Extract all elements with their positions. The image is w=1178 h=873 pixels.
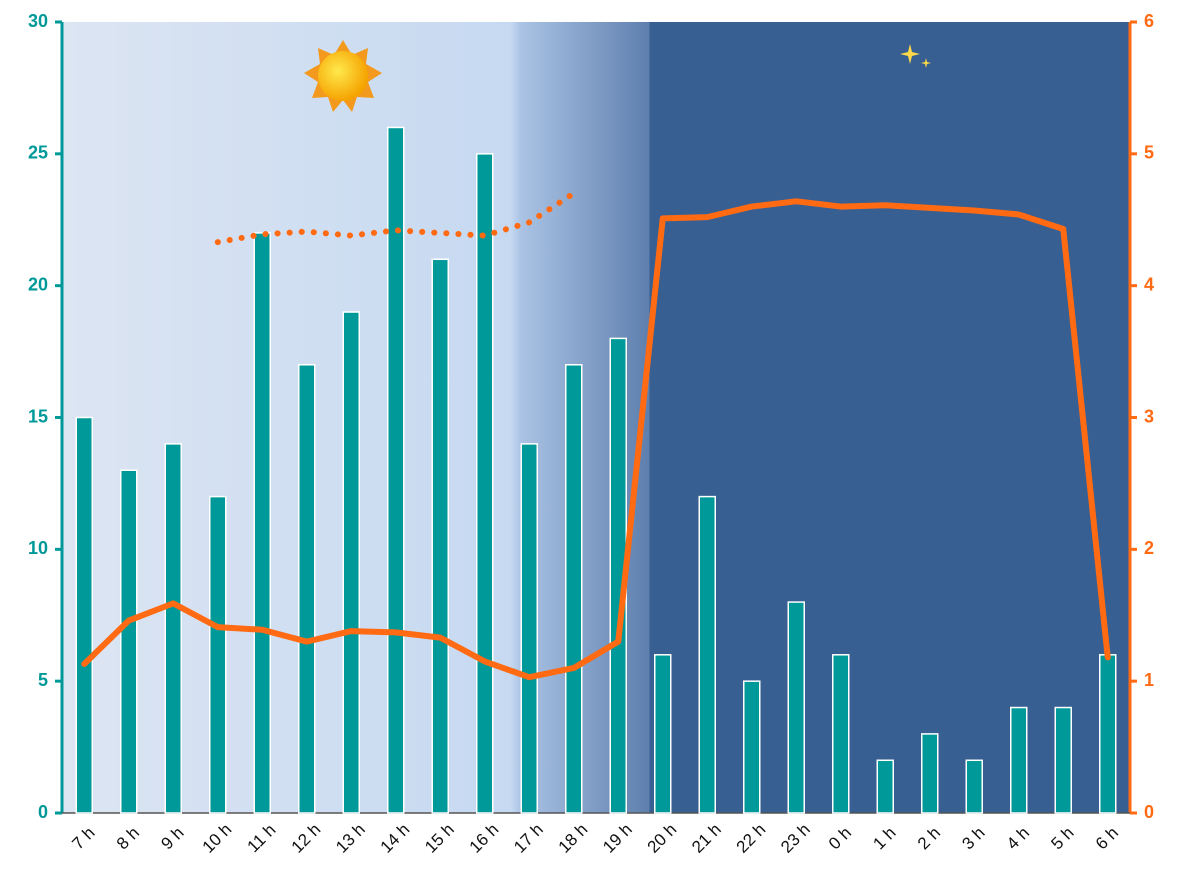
- bar: [164, 443, 182, 814]
- x-tick-label: 16 h: [466, 820, 503, 857]
- bar: [876, 759, 894, 814]
- bar: [787, 601, 805, 814]
- y2-tick-label: 5: [1144, 143, 1154, 163]
- y2-tick-label: 4: [1144, 274, 1154, 294]
- bar: [431, 258, 449, 814]
- x-tick-label: 13 h: [332, 820, 369, 857]
- x-tick-label: 14 h: [377, 820, 414, 857]
- x-tick-label: 11 h: [244, 820, 280, 856]
- background: [62, 22, 1130, 813]
- bar: [209, 495, 227, 814]
- y2-tick-label: 1: [1144, 670, 1154, 690]
- y2-tick-label: 0: [1144, 802, 1154, 822]
- bar: [253, 232, 271, 814]
- x-tick-label: 19 h: [599, 820, 636, 857]
- y2-tick-label: 3: [1144, 406, 1154, 426]
- x-tick-label: 17 h: [510, 820, 547, 857]
- y2-tick-label: 2: [1144, 538, 1154, 558]
- x-tick-label: 15 h: [421, 820, 458, 857]
- x-tick-label: 23 h: [777, 820, 814, 857]
- bar: [520, 443, 538, 814]
- dotted-line: [214, 190, 577, 246]
- bar: [921, 733, 939, 814]
- y-tick-label: 5: [38, 670, 48, 690]
- x-tick-label: 12 h: [288, 820, 325, 857]
- y-tick-label: 25: [28, 143, 48, 163]
- bar: [743, 680, 761, 814]
- x-tick-label: 20 h: [644, 820, 681, 857]
- bar: [698, 495, 716, 814]
- x-tick-label: 3 h: [958, 823, 988, 853]
- y-tick-label: 20: [28, 274, 48, 294]
- y-tick-label: 0: [38, 802, 48, 822]
- bar: [965, 759, 983, 814]
- x-tick-label: 22 h: [733, 820, 770, 857]
- y-tick-label: 15: [28, 406, 48, 426]
- bar: [342, 311, 360, 814]
- x-tick-label: 10 h: [199, 820, 236, 857]
- x-tick-label: 4 h: [1003, 823, 1033, 853]
- x-tick-label: 0 h: [825, 823, 855, 853]
- bar: [654, 654, 672, 814]
- bar: [75, 416, 93, 814]
- x-tick-label: 9 h: [157, 823, 187, 853]
- bar: [387, 126, 405, 814]
- x-tick-label: 21 h: [688, 820, 725, 857]
- moon-icon: [883, 44, 931, 104]
- y2-tick-label: 6: [1144, 11, 1154, 31]
- y-tick-label: 30: [28, 11, 48, 31]
- bar: [832, 654, 850, 814]
- x-tick-label: 2 h: [914, 823, 944, 853]
- bar: [1010, 706, 1028, 814]
- y-tick-label: 10: [28, 538, 48, 558]
- x-tick-label: 18 h: [555, 820, 592, 857]
- x-tick-label: 1 h: [869, 823, 899, 853]
- bar: [298, 364, 316, 814]
- x-tick-label: 6 h: [1092, 823, 1122, 853]
- x-tick-label: 5 h: [1047, 823, 1077, 853]
- x-tick-label: 8 h: [113, 823, 143, 853]
- line: [81, 198, 1111, 681]
- bar: [1099, 654, 1117, 814]
- bar: [1054, 706, 1072, 814]
- x-tick-label: 7 h: [68, 823, 98, 853]
- bar: [120, 469, 138, 814]
- bar: [565, 364, 583, 814]
- sun-icon: [304, 40, 382, 112]
- bar: [476, 153, 494, 814]
